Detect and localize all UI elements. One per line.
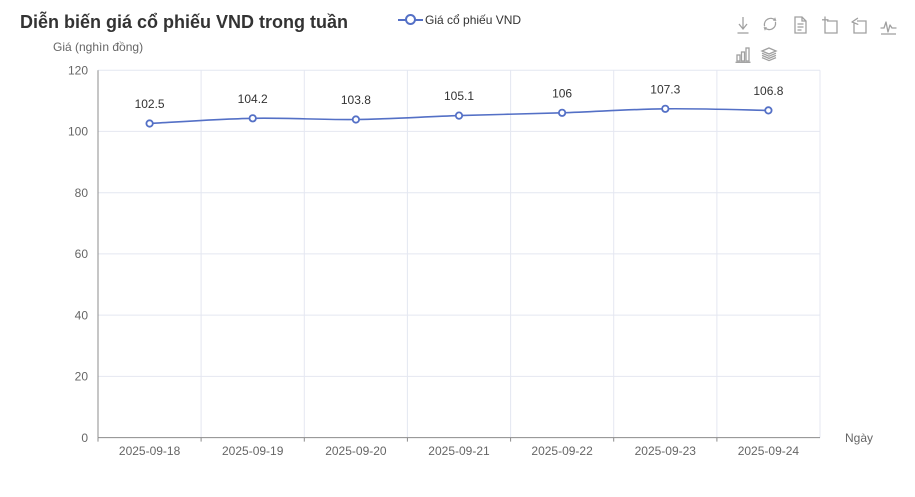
svg-text:2025-09-24: 2025-09-24 — [738, 444, 800, 458]
svg-text:0: 0 — [81, 431, 88, 445]
svg-text:Ngày: Ngày — [845, 431, 873, 445]
svg-text:2025-09-23: 2025-09-23 — [635, 444, 697, 458]
svg-text:80: 80 — [75, 186, 89, 200]
svg-text:120: 120 — [68, 64, 88, 78]
svg-text:106.8: 106.8 — [753, 84, 783, 98]
svg-text:2025-09-21: 2025-09-21 — [428, 444, 490, 458]
svg-text:106: 106 — [552, 86, 572, 100]
svg-text:102.5: 102.5 — [135, 97, 165, 111]
svg-text:2025-09-19: 2025-09-19 — [222, 444, 284, 458]
svg-text:107.3: 107.3 — [650, 82, 680, 96]
svg-text:20: 20 — [75, 370, 89, 384]
svg-text:2025-09-18: 2025-09-18 — [119, 444, 181, 458]
svg-text:60: 60 — [75, 247, 89, 261]
svg-text:103.8: 103.8 — [341, 93, 371, 107]
svg-text:2025-09-20: 2025-09-20 — [325, 444, 387, 458]
svg-text:2025-09-22: 2025-09-22 — [531, 444, 593, 458]
svg-text:104.2: 104.2 — [238, 92, 268, 106]
svg-text:105.1: 105.1 — [444, 89, 474, 103]
svg-text:40: 40 — [75, 308, 89, 322]
svg-text:100: 100 — [68, 125, 88, 139]
